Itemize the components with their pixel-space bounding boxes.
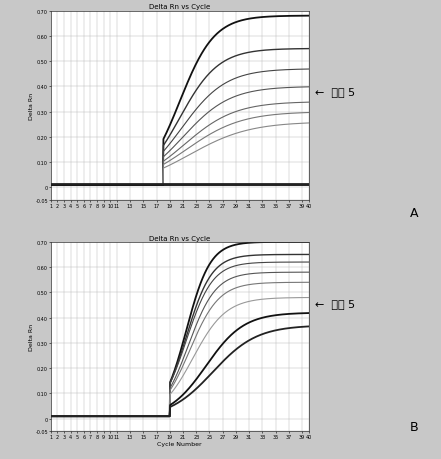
- Y-axis label: Delta Rn: Delta Rn: [29, 323, 34, 350]
- Text: A: A: [410, 207, 419, 220]
- Y-axis label: Delta Rn: Delta Rn: [29, 93, 34, 120]
- Title: Delta Rn vs Cycle: Delta Rn vs Cycle: [149, 235, 210, 241]
- Text: ←  体系 5: ← 体系 5: [315, 87, 355, 97]
- Text: B: B: [410, 420, 419, 433]
- Text: ←  体系 5: ← 体系 5: [315, 298, 355, 308]
- X-axis label: Cycle Number: Cycle Number: [157, 441, 202, 446]
- Title: Delta Rn vs Cycle: Delta Rn vs Cycle: [149, 5, 210, 11]
